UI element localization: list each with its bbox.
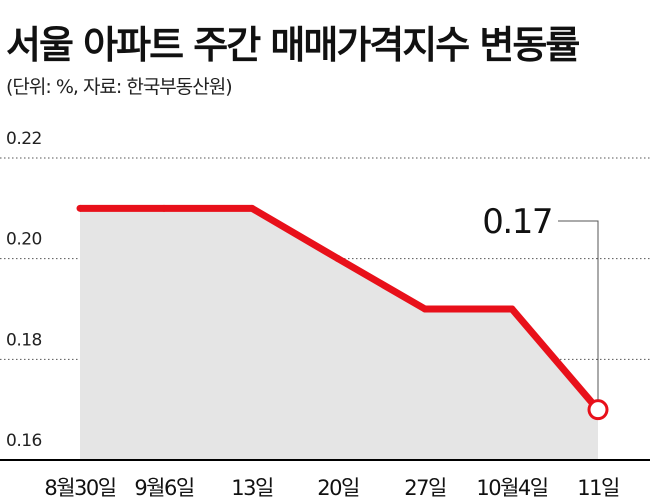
data-point bbox=[248, 204, 256, 212]
x-tick-label: 20일 bbox=[317, 476, 359, 500]
x-tick-label: 8월30일 bbox=[44, 476, 115, 500]
series-area bbox=[80, 208, 598, 460]
x-tick-label: 11일 bbox=[577, 476, 619, 500]
x-tick-label: 13일 bbox=[231, 476, 273, 500]
chart-subtitle: (단위: %, 자료: 한국부동산원) bbox=[6, 76, 233, 98]
y-tick-label: 0.18 bbox=[6, 330, 42, 350]
callout-value: 0.17 bbox=[482, 202, 552, 242]
data-point bbox=[421, 305, 429, 313]
area-layer bbox=[80, 208, 598, 460]
label-layer: 0.22 0.20 0.18 0.16 8월30일 9월6일 13일 20일 27일 10월4일 1… bbox=[6, 129, 620, 500]
chart-title: 서울 아파트 주간 매매가격지수 변동률 bbox=[6, 23, 580, 67]
x-tick-label: 10월4일 bbox=[476, 476, 547, 500]
data-point bbox=[334, 255, 342, 263]
data-point bbox=[76, 204, 84, 212]
line-layer bbox=[76, 204, 609, 421]
x-tick-label: 27일 bbox=[404, 476, 446, 500]
y-tick-label: 0.22 bbox=[6, 129, 42, 149]
y-tick-label: 0.20 bbox=[6, 230, 42, 250]
data-point bbox=[508, 305, 516, 313]
y-tick-label: 0.16 bbox=[6, 431, 42, 451]
last-data-point bbox=[587, 399, 609, 421]
x-tick-label: 9월6일 bbox=[134, 476, 194, 500]
callout-leader bbox=[558, 220, 599, 400]
data-point bbox=[160, 204, 168, 212]
